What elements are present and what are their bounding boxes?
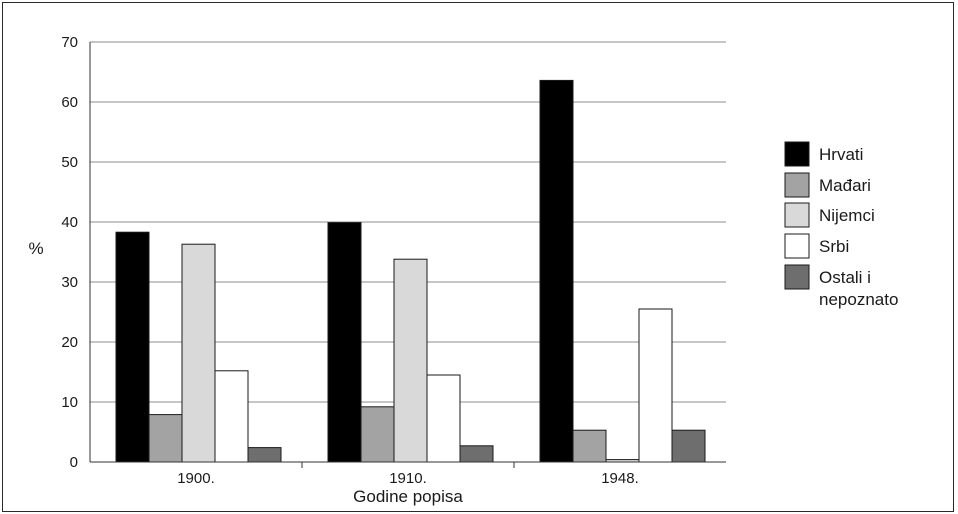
legend-label: Mađari bbox=[819, 176, 871, 195]
y-tick-label: 40 bbox=[61, 214, 78, 231]
bar bbox=[115, 231, 150, 463]
x-tick-label: 1910. bbox=[389, 470, 427, 487]
y-tick-label: 50 bbox=[61, 154, 78, 171]
x-tick-label: 1900. bbox=[177, 470, 215, 487]
bar bbox=[247, 447, 282, 463]
bar bbox=[426, 374, 461, 463]
legend-label: nepoznato bbox=[819, 290, 898, 309]
legend-swatch bbox=[784, 264, 810, 290]
y-tick-label: 70 bbox=[61, 34, 78, 51]
bar bbox=[638, 308, 673, 463]
y-tick-label: 60 bbox=[61, 94, 78, 111]
legend-label: Nijemci bbox=[819, 206, 875, 225]
legend-swatch bbox=[784, 172, 810, 198]
legend-swatch bbox=[784, 233, 810, 259]
bar bbox=[214, 370, 249, 463]
legend-item: Nijemci bbox=[784, 202, 875, 228]
bar bbox=[148, 414, 183, 463]
bar bbox=[539, 79, 574, 463]
bar bbox=[572, 429, 607, 463]
y-tick-label: 30 bbox=[61, 274, 78, 291]
legend-item: Srbi bbox=[784, 233, 849, 259]
axes bbox=[89, 42, 726, 468]
bar bbox=[360, 406, 395, 463]
bar bbox=[459, 445, 494, 463]
legend-label: Hrvati bbox=[819, 145, 863, 164]
bar bbox=[393, 258, 428, 463]
legend-swatch bbox=[784, 141, 810, 167]
y-axis-label: % bbox=[28, 239, 43, 258]
y-tick-label: 20 bbox=[61, 334, 78, 351]
x-tick-label: 1948. bbox=[601, 470, 639, 487]
bars bbox=[115, 79, 706, 463]
y-tick-labels: 0 10 20 30 40 50 60 70 bbox=[61, 34, 78, 471]
legend-swatch bbox=[784, 202, 810, 228]
bar bbox=[327, 222, 362, 463]
x-axis-label: Godine popisa bbox=[353, 487, 463, 506]
bar bbox=[181, 243, 216, 463]
bar bbox=[671, 429, 706, 463]
legend-item: Mađari bbox=[784, 172, 871, 198]
legend: Hrvati Mađari Nijemci Srbi Ostali i nepoznato bbox=[784, 141, 898, 309]
y-tick-label: 10 bbox=[61, 394, 78, 411]
legend-label: Ostali i bbox=[819, 268, 871, 287]
y-tick-label: 0 bbox=[70, 454, 78, 471]
x-tick-labels: 1900. 1910. 1948. bbox=[177, 470, 639, 487]
legend-item: Ostali i nepoznato bbox=[784, 264, 898, 309]
legend-item: Hrvati bbox=[784, 141, 863, 167]
legend-label: Srbi bbox=[819, 237, 849, 256]
